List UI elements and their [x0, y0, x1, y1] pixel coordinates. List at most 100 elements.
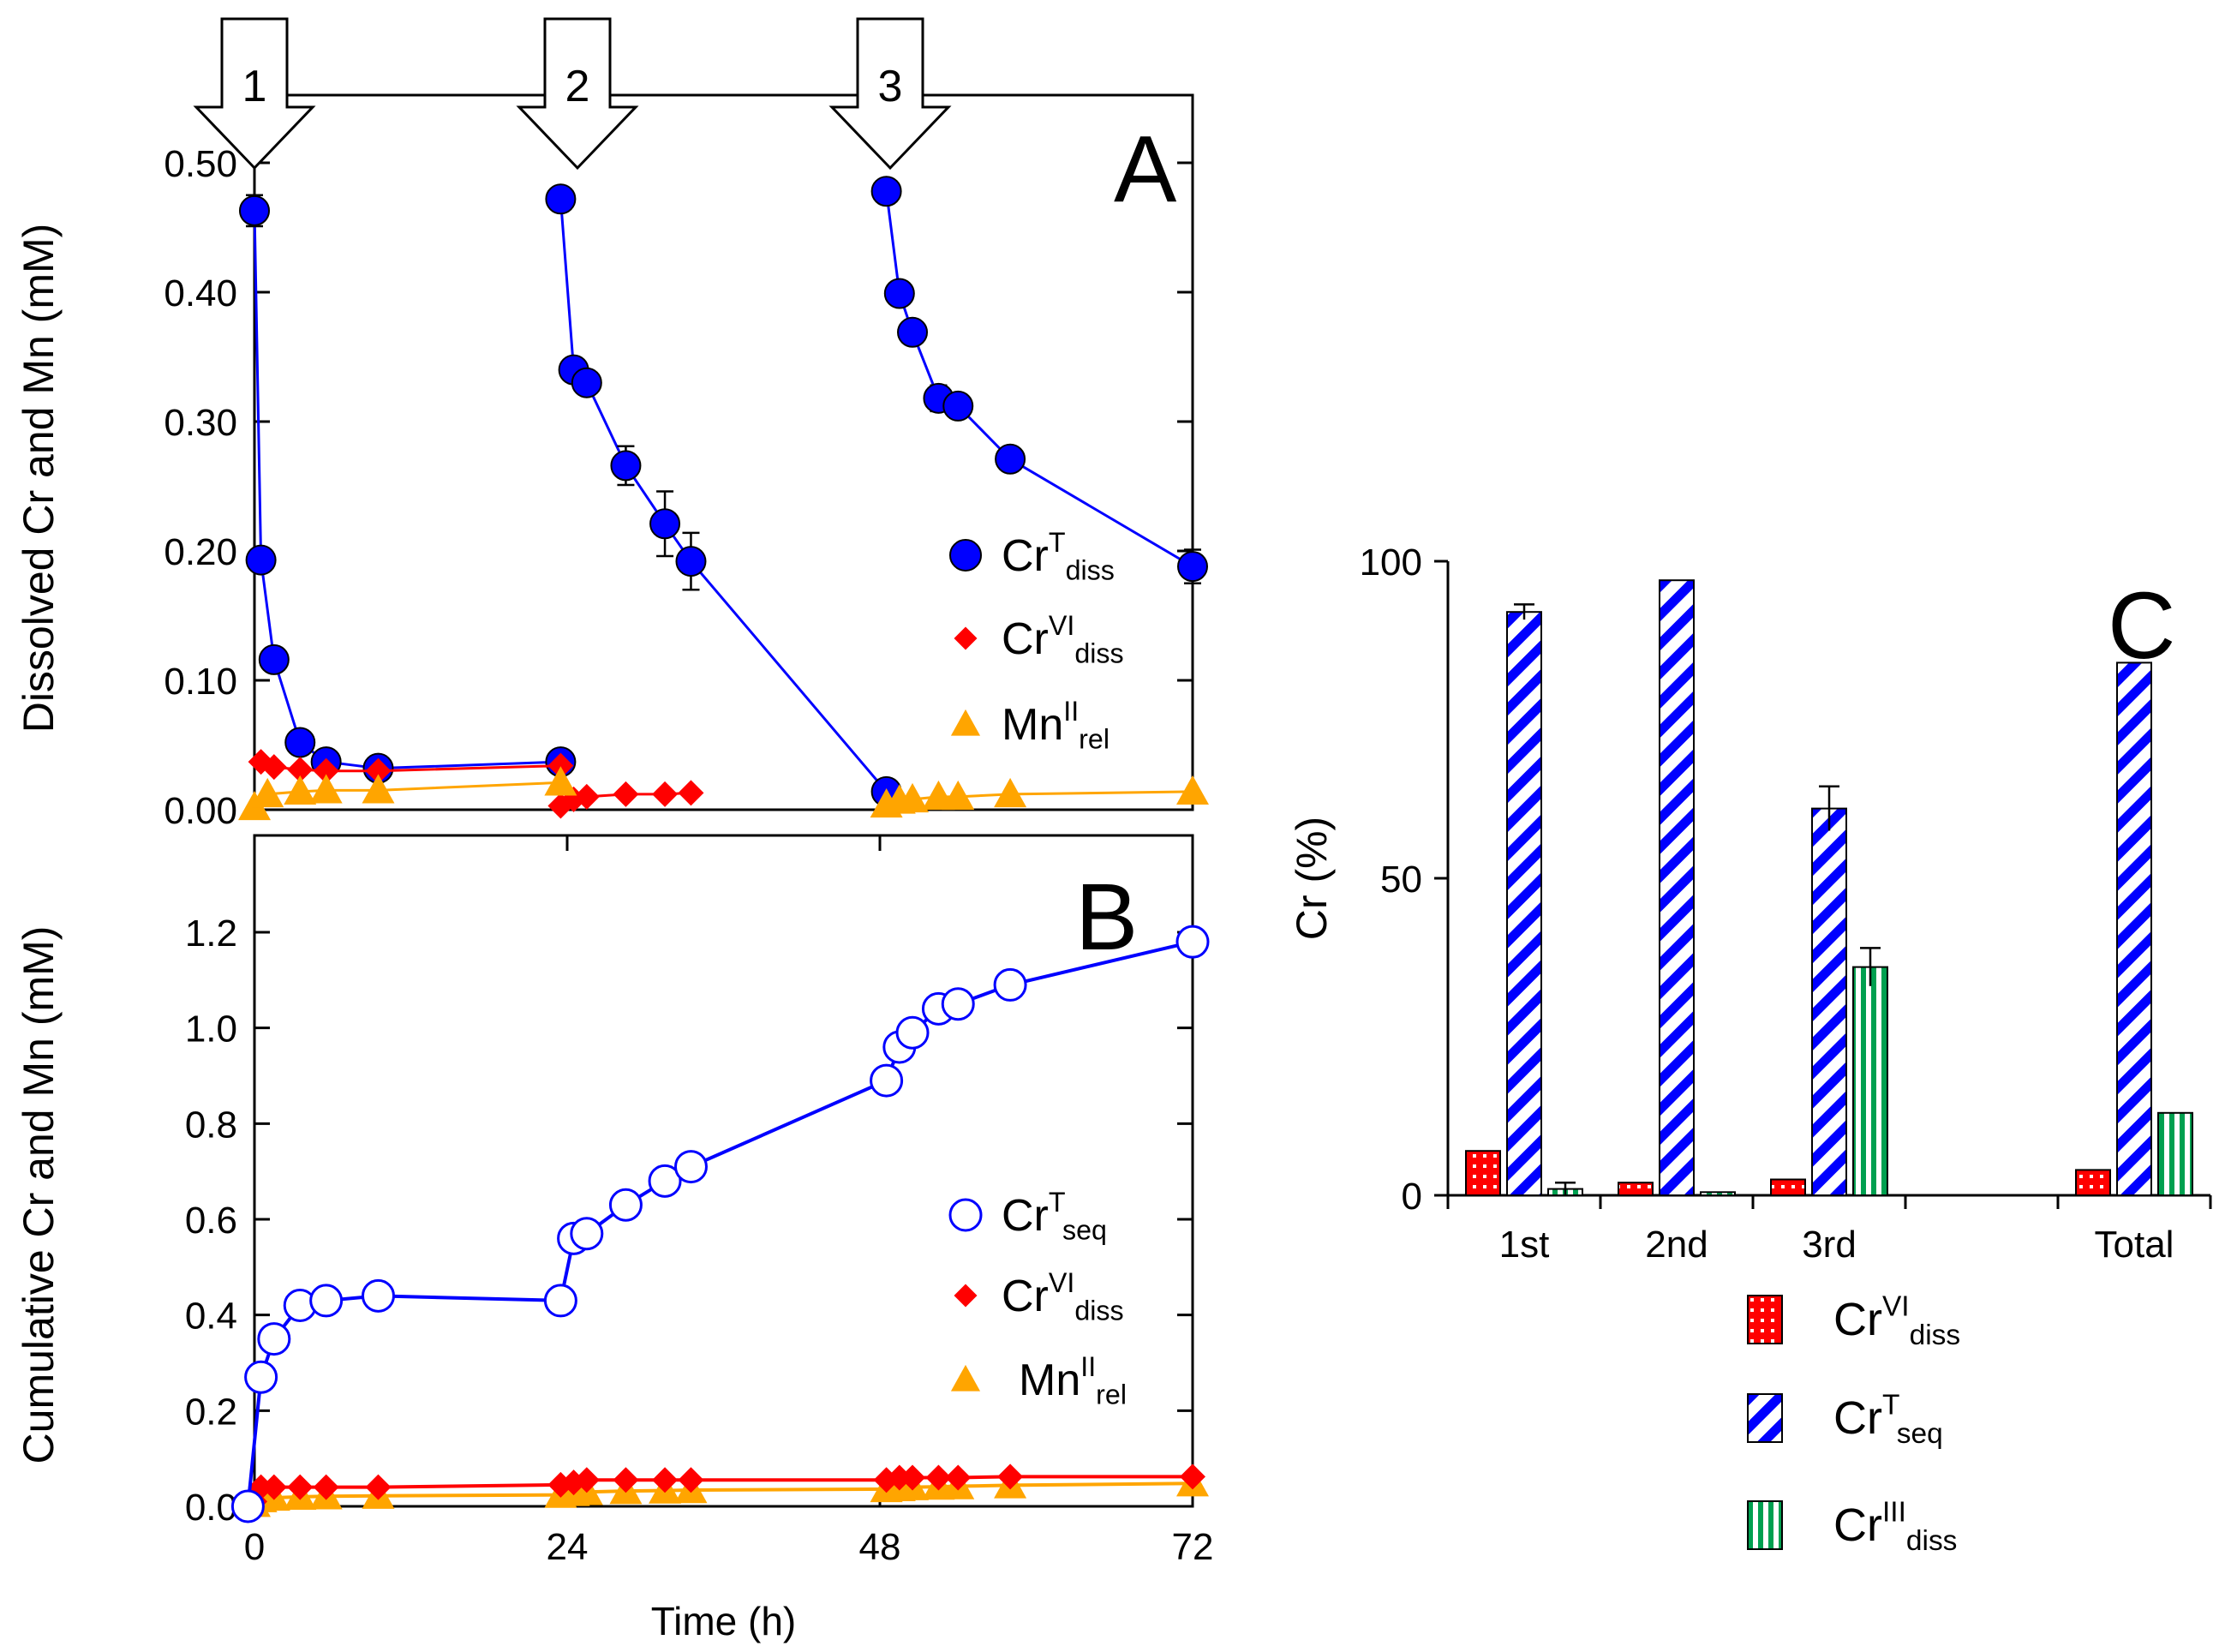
y-tick-label-b: 0.6 — [185, 1200, 237, 1242]
panel-c: 0 50 100 Cr (%) C 1st 2nd 3rd Total CrVIdiss CrTse… — [1288, 542, 2212, 1557]
legend-marker-b — [948, 1198, 983, 1232]
data-point — [570, 1217, 604, 1251]
legend-marker-b — [954, 1284, 978, 1308]
bar — [1465, 1150, 1501, 1196]
legend-marker-a — [949, 539, 982, 572]
data-point — [941, 987, 975, 1021]
spike-label: 1 — [242, 62, 267, 111]
data-point — [309, 774, 343, 804]
data-point — [675, 546, 707, 578]
data-point — [895, 1015, 930, 1050]
data-point — [365, 1474, 392, 1500]
category-label: Total — [2095, 1224, 2174, 1266]
x-tick-label-b: 24 — [547, 1526, 589, 1568]
data-point — [945, 1464, 972, 1491]
y-tick-label-b: 1.2 — [185, 913, 237, 955]
data-point — [361, 1278, 395, 1313]
legend-swatch-c — [1747, 1500, 1783, 1550]
legend-marker-a — [954, 626, 978, 650]
legend-swatch-c — [1747, 1393, 1783, 1443]
y-tick-label-c: 50 — [1380, 859, 1422, 901]
y-tick-label-a: 0.40 — [164, 272, 237, 314]
y-tick-label-b: 0.2 — [185, 1391, 237, 1433]
data-point — [942, 780, 975, 811]
spike-arrow — [828, 17, 952, 171]
data-point — [608, 1188, 643, 1222]
bar — [1506, 611, 1542, 1196]
data-point — [649, 508, 681, 540]
panel-label-c: C — [2108, 573, 2175, 679]
category-label: 1st — [1499, 1224, 1550, 1266]
data-point — [287, 757, 314, 783]
data-point — [652, 781, 679, 807]
x-tick-label-b: 48 — [859, 1526, 901, 1568]
x-axis-label: Time (h) — [651, 1599, 797, 1643]
data-point — [545, 183, 577, 215]
x-tick-label-b: 0 — [244, 1526, 265, 1568]
bar — [2075, 1169, 2111, 1197]
y-tick-label-c: 100 — [1360, 542, 1422, 584]
bar — [2116, 661, 2152, 1196]
data-point — [1176, 775, 1209, 805]
legend-label-b: CrTseq — [1002, 1187, 1107, 1245]
legend-label-c: CrIIIdiss — [1833, 1496, 1957, 1556]
data-point — [897, 316, 929, 348]
data-point — [652, 1467, 679, 1493]
bar — [1618, 1182, 1654, 1196]
data-point — [925, 1464, 952, 1491]
panel-label-b: B — [1075, 865, 1138, 970]
data-point — [230, 1489, 265, 1523]
data-point — [610, 450, 642, 482]
data-point — [870, 1063, 904, 1098]
series-a-MnII_rel — [238, 766, 1209, 821]
x-tick-label-b: 72 — [1172, 1526, 1214, 1568]
legend-label-c: CrVIdiss — [1833, 1290, 1960, 1350]
spike-label: 2 — [565, 62, 590, 111]
data-point — [896, 782, 930, 813]
y-tick-label-a: 0.00 — [164, 790, 237, 832]
data-point — [886, 1464, 912, 1491]
bar — [1770, 1178, 1806, 1196]
data-point — [1177, 551, 1208, 583]
data-point — [571, 367, 602, 398]
y-tick-label-c: 0 — [1402, 1176, 1422, 1218]
category-label: 3rd — [1802, 1224, 1857, 1266]
panel-label-a: A — [1114, 117, 1177, 222]
y-tick-label-b: 0.8 — [185, 1104, 237, 1146]
data-point — [365, 757, 392, 784]
data-point — [995, 443, 1026, 475]
data-point — [678, 1467, 704, 1493]
legend-label-a: CrVIdiss — [1002, 610, 1124, 668]
data-point — [284, 727, 316, 758]
bar — [1700, 1191, 1736, 1197]
data-point — [309, 1284, 344, 1318]
data-point — [287, 1474, 314, 1500]
data-point — [251, 777, 284, 808]
data-point — [284, 775, 317, 805]
y-axis-label-a: Dissolved Cr and Mn (mM) — [15, 224, 63, 733]
data-point — [258, 643, 290, 675]
data-point — [362, 774, 395, 804]
bar — [1852, 966, 1888, 1196]
data-point — [942, 390, 974, 422]
bar — [1659, 579, 1695, 1196]
data-point — [260, 1474, 287, 1500]
data-point — [573, 783, 600, 810]
spike-arrow — [516, 17, 639, 171]
series-line — [559, 199, 888, 793]
data-point — [678, 780, 704, 806]
data-point — [993, 967, 1027, 1002]
y-axis-label-c: Cr (%) — [1288, 817, 1336, 940]
y-tick-label-b: 0.4 — [185, 1296, 237, 1338]
data-point — [1175, 925, 1210, 959]
data-point — [997, 1463, 1024, 1490]
legend-label-b: CrVIdiss — [1002, 1267, 1124, 1326]
data-point — [543, 1284, 577, 1318]
data-point — [313, 1474, 339, 1500]
plot-frame-a — [253, 93, 1194, 811]
legend-label-a: MnIIrel — [1002, 696, 1110, 754]
data-point — [547, 752, 574, 779]
data-point — [673, 1150, 708, 1184]
plot-frame-b — [253, 834, 1194, 1508]
